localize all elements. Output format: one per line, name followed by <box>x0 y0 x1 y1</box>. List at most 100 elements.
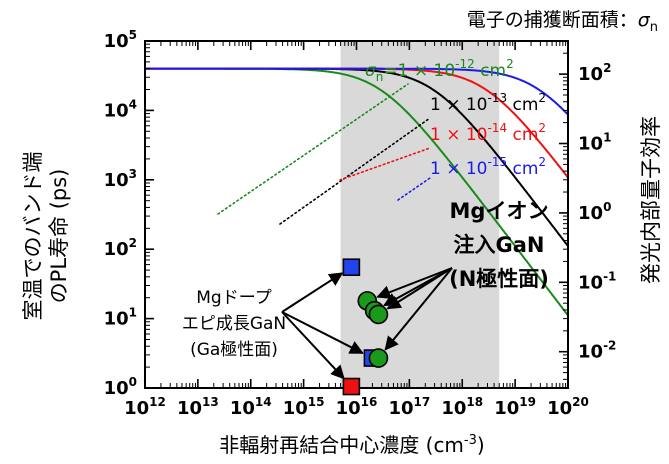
x-tick-label-base: 10 <box>283 398 308 419</box>
series-label-unit-exponent: 2 <box>538 155 546 169</box>
annotation-implant-line-1: Mgイオン <box>450 199 549 223</box>
series-label-1: σn=1 × 10-12 cm2 <box>365 57 514 84</box>
series-label-text: 1 × 10 <box>430 95 488 115</box>
x-tick-label-base: 10 <box>388 398 413 419</box>
data-point-implant-3 <box>368 304 389 325</box>
series-label-subscript: n <box>376 70 384 84</box>
y-right-tick-label: 100 <box>578 200 611 224</box>
y-axis-right-title: 発光内部量子効率 <box>639 116 663 284</box>
y-right-tick-label: 102 <box>578 61 611 85</box>
x-tick-label: 1020 <box>547 395 589 419</box>
x-tick-label: 1014 <box>230 395 272 419</box>
y-left-tick-label-base: 10 <box>104 100 129 121</box>
y-left-tick-label-exponent: 1 <box>129 306 137 320</box>
y-axis-left-title-line1: 室温でのバンド端 <box>21 151 45 320</box>
y-right-tick-label-base: 10 <box>578 272 603 293</box>
x-tick-label-exponent: 17 <box>414 395 431 409</box>
series-label-unit: cm <box>507 95 538 115</box>
y-right-tick-label-exponent: -1 <box>603 269 616 283</box>
x-tick-label: 1019 <box>494 395 536 419</box>
y-left-tick-label: 100 <box>104 375 137 399</box>
y-left-tick-label-base: 10 <box>104 170 129 191</box>
y-right-tick-label-exponent: 0 <box>603 200 611 214</box>
data-point-implant-4 <box>368 348 389 368</box>
series-label-4: 1 × 10-15 cm2 <box>430 155 546 179</box>
y-left-tick-label: 101 <box>104 306 137 330</box>
series-label-leader-4 <box>397 177 431 201</box>
x-axis-title: 非輻射再結合中心濃度 (cm-3) <box>219 433 484 457</box>
x-tick-label: 1012 <box>124 395 166 419</box>
y-left-tick-label: 105 <box>104 28 137 52</box>
x-tick-label: 1013 <box>177 395 219 419</box>
x-tick-label-exponent: 13 <box>202 395 219 409</box>
y-right-tick-label-base: 10 <box>578 64 603 85</box>
annotation-epi-line-1: Mgドープ <box>196 288 271 308</box>
series-label-text: 1 × 10 <box>430 125 488 145</box>
annotation-implant-arrow <box>386 267 453 310</box>
y-right-tick-label: 101 <box>578 131 611 155</box>
x-tick-label-base: 10 <box>494 398 519 419</box>
data-points-layer <box>342 258 389 396</box>
x-tick-label-exponent: 19 <box>519 395 536 409</box>
x-tick-label-exponent: 20 <box>572 395 589 409</box>
series-label-unit: cm <box>475 61 506 81</box>
y-left-tick-label-exponent: 2 <box>129 236 137 250</box>
series-label-symbol: σ <box>365 61 377 81</box>
y-left-tick-label: 103 <box>104 167 137 191</box>
y-right-tick-label: 10-2 <box>578 339 616 363</box>
x-tick-label-exponent: 15 <box>308 395 325 409</box>
shaded-region <box>340 41 500 388</box>
y-right-tick-label-exponent: 1 <box>603 131 611 145</box>
series-label-3: 1 × 10-14 cm2 <box>430 121 546 145</box>
series-label-unit-exponent: 2 <box>506 57 514 71</box>
series-label-leader-3 <box>339 147 431 181</box>
x-tick-label: 1017 <box>388 395 430 419</box>
chart-caption-subscript: n <box>650 20 658 35</box>
x-tick-label: 1015 <box>283 395 325 419</box>
x-tick-label-base: 10 <box>336 398 361 419</box>
x-tick-label-exponent: 18 <box>466 395 483 409</box>
series-label-unit-exponent: 2 <box>538 91 546 105</box>
y-left-tick-label-base: 10 <box>104 31 129 52</box>
annotation-implant-arrow <box>384 267 453 351</box>
y-left-tick-label-exponent: 4 <box>129 97 137 111</box>
y-right-tick-label-base: 10 <box>578 134 603 155</box>
x-axis-title-text: 非輻射再結合中心濃度 (cm <box>219 433 464 457</box>
annotation-implant-line-3: (N極性面) <box>449 267 549 291</box>
annotation-implant-arrow <box>376 267 453 299</box>
y-left-tick-label: 104 <box>104 97 137 121</box>
x-tick-label: 1018 <box>441 395 483 419</box>
y-right-tick-label-exponent: 2 <box>603 61 611 75</box>
x-tick-label: 1016 <box>336 395 378 419</box>
x-tick-label-exponent: 12 <box>149 395 166 409</box>
annotation-epi-arrow <box>281 311 364 354</box>
series-label-exponent: -14 <box>488 121 508 135</box>
y-left-tick-label-exponent: 0 <box>129 375 137 389</box>
chart-caption-symbol: σ <box>638 9 651 31</box>
chart-caption: 電子の捕獲断面積：σn <box>467 9 658 35</box>
series-line-4 <box>145 67 569 116</box>
series-label-exponent: -13 <box>488 91 508 105</box>
data-point-epi-1 <box>342 258 361 277</box>
series-layer <box>145 67 569 317</box>
series-label-exponent: -12 <box>455 57 475 71</box>
axes-frame-layer <box>144 40 569 389</box>
data-point-epi-2 <box>342 377 361 396</box>
series-label-text: =1 × 10 <box>383 61 455 81</box>
annotation-epi-line-3: (Ga極性面) <box>190 340 278 360</box>
y-left-tick-label-base: 10 <box>104 378 129 399</box>
x-tick-label-base: 10 <box>230 398 255 419</box>
annotation-arrows-layer <box>281 267 453 380</box>
series-label-2: 1 × 10-13 cm2 <box>430 91 546 115</box>
x-tick-label-base: 10 <box>441 398 466 419</box>
y-left-tick-label-base: 10 <box>104 239 129 260</box>
x-tick-label-base: 10 <box>177 398 202 419</box>
y-axis-left-title-line2: のPL寿命 (ps) <box>47 169 71 304</box>
annotation-epi-arrow <box>281 311 345 380</box>
annotation-implant-line-2: 注入GaN <box>454 233 545 257</box>
annotation-epi-arrow <box>281 272 344 313</box>
series-label-leaders <box>217 83 431 225</box>
